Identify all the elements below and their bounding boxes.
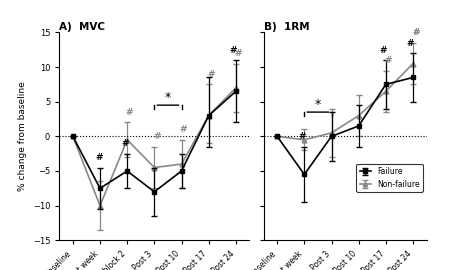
Text: #: #: [126, 108, 133, 117]
Y-axis label: % change from baseline: % change from baseline: [18, 82, 27, 191]
Text: #: #: [95, 153, 102, 162]
Text: #: #: [229, 46, 237, 55]
Text: #: #: [299, 132, 306, 141]
Text: #: #: [412, 28, 419, 37]
Text: #: #: [407, 39, 414, 48]
Text: #: #: [179, 125, 187, 134]
Text: *: *: [315, 98, 321, 111]
Text: #: #: [385, 56, 392, 65]
Text: #: #: [379, 46, 387, 55]
Text: A)  MVC: A) MVC: [59, 22, 105, 32]
Text: #: #: [121, 139, 129, 148]
Text: *: *: [165, 91, 171, 104]
Text: #: #: [153, 132, 161, 141]
Text: #: #: [412, 28, 419, 37]
Text: B)  1RM: B) 1RM: [264, 22, 309, 32]
Text: #: #: [235, 49, 242, 58]
Legend: Failure, Non-failure: Failure, Non-failure: [356, 164, 423, 192]
Text: #: #: [208, 70, 215, 79]
